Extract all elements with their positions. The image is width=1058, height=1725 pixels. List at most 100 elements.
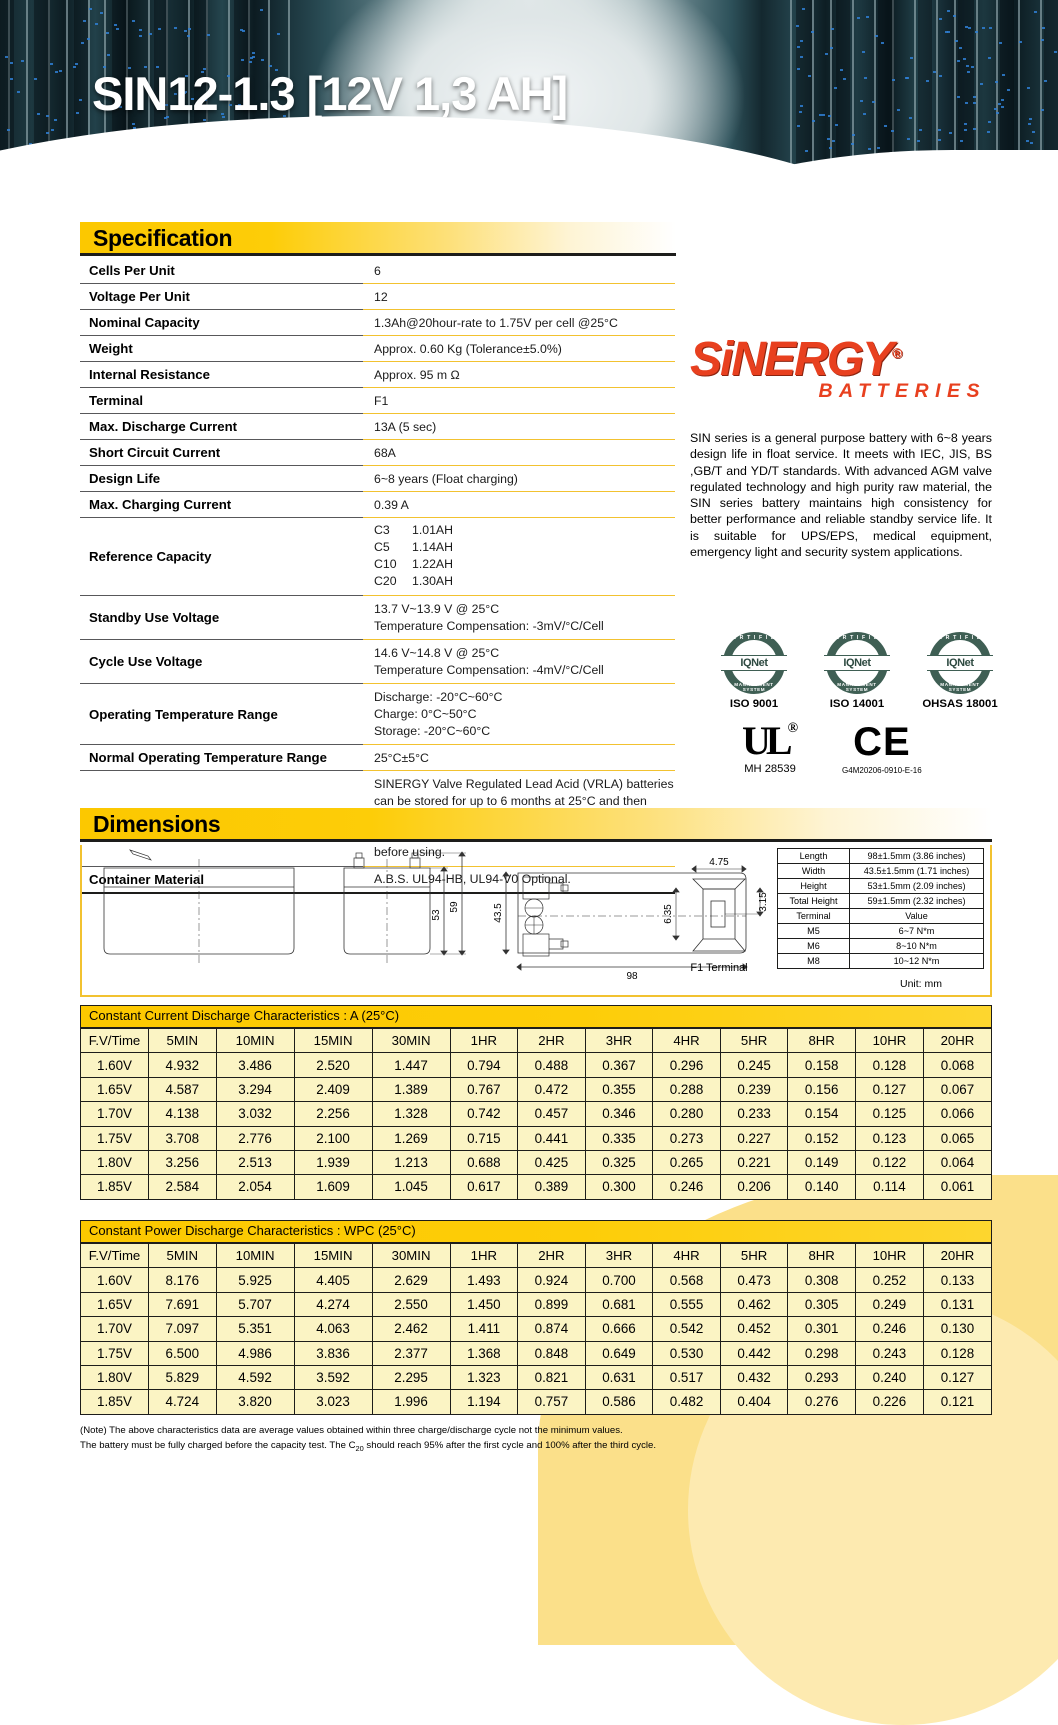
data-cell: 0.530 — [652, 1340, 721, 1366]
data-cell: 1.493 — [449, 1267, 519, 1293]
torque-header-label: Terminal — [777, 908, 850, 924]
brand-logo: SiNERGY® BATTERIES — [690, 336, 990, 403]
table-row: 1.85V 2.584 2.054 1.609 1.045 0.617 0.389 0.300… — [80, 1174, 993, 1200]
data-cell: 0.305 — [787, 1291, 856, 1318]
row-header-voltage: 1.70V — [80, 1101, 149, 1127]
spec-value: 68A — [363, 439, 675, 466]
optemp-line3: Storage: -20°C~60°C — [374, 723, 491, 738]
data-cell: 0.821 — [517, 1364, 586, 1391]
spec-value: 0.39 A — [363, 491, 675, 518]
data-cell: 2.584 — [148, 1174, 217, 1200]
data-cell: 0.239 — [719, 1076, 789, 1103]
data-cell: 1.269 — [371, 1125, 451, 1151]
torque-label: M6 — [777, 938, 850, 954]
current-discharge-title: Constant Current Discharge Characteristi… — [89, 1008, 400, 1023]
data-cell: 0.757 — [517, 1389, 586, 1415]
table-row: M8 10~12 N*m — [777, 953, 984, 969]
data-cell: 2.295 — [371, 1364, 451, 1391]
spec-label: Max. Charging Current — [80, 491, 363, 518]
data-cell: 3.256 — [148, 1149, 217, 1176]
iqnet-icon: C E R T I F I E D IQNet MANAGEMENT SYSTE… — [927, 632, 993, 694]
data-cell: 0.067 — [922, 1076, 993, 1103]
spec-value: 6 — [363, 258, 675, 284]
table-row: Width 43.5±1.5mm (1.71 inches) — [777, 863, 984, 879]
data-cell: 0.617 — [449, 1174, 519, 1200]
data-cell: 0.245 — [719, 1052, 789, 1078]
column-header: 2HR — [517, 1242, 586, 1269]
data-cell: 0.123 — [854, 1125, 924, 1151]
spec-value: 13.7 V~13.9 V @ 25°C Temperature Compens… — [363, 595, 675, 641]
data-cell: 0.133 — [922, 1267, 993, 1293]
data-cell: 0.206 — [719, 1174, 789, 1200]
iqnet-top-text: C E R T I F I E D — [931, 635, 989, 641]
row-header-voltage: 1.70V — [80, 1316, 149, 1342]
data-cell: 0.246 — [652, 1174, 721, 1200]
data-cell: 4.986 — [215, 1340, 295, 1366]
dim-height-label: 53 — [431, 909, 442, 921]
column-header: F.V/Time — [80, 1242, 149, 1269]
data-cell: 2.550 — [371, 1291, 451, 1318]
ce-icon: CE — [853, 720, 911, 764]
table-row: Design Life 6~8 years (Float charging) — [80, 465, 675, 492]
data-cell: 2.256 — [293, 1101, 373, 1127]
column-header: 5MIN — [148, 1027, 217, 1054]
dim-t315-label: 3.15 — [758, 892, 769, 912]
dim-total-height-label: 59 — [449, 901, 460, 913]
certification-badge: C E R T I F I E D IQNet MANAGEMENT SYSTE… — [918, 632, 1002, 710]
registered-trademark-icon: ® — [892, 345, 903, 361]
data-cell: 1.609 — [293, 1174, 373, 1200]
data-cell: 0.924 — [517, 1267, 586, 1293]
table-row: M6 8~10 N*m — [777, 938, 984, 954]
dim-value: 43.5±1.5mm (1.71 inches) — [849, 863, 984, 879]
row-header-voltage: 1.75V — [80, 1125, 149, 1151]
spec-label: Reference Capacity — [80, 517, 363, 596]
certification-badge: C E R T I F I E D IQNet MANAGEMENT SYSTE… — [712, 632, 796, 710]
data-cell: 0.700 — [584, 1267, 654, 1293]
ul-icon: UL® — [742, 718, 799, 763]
data-cell: 0.121 — [922, 1389, 993, 1415]
data-cell: 0.389 — [517, 1174, 586, 1200]
table-row: 1.70V 4.138 3.032 2.256 1.328 0.742 0.457 0.346… — [80, 1101, 993, 1127]
data-cell: 0.666 — [584, 1316, 654, 1342]
data-cell: 1.939 — [293, 1149, 373, 1176]
data-cell: 0.061 — [922, 1174, 993, 1200]
spec-label: Operating Temperature Range — [80, 683, 363, 746]
data-cell: 1.213 — [371, 1149, 451, 1176]
data-cell: 0.158 — [787, 1052, 856, 1078]
torque-value: 10~12 N*m — [849, 953, 984, 969]
column-header: 1HR — [449, 1242, 519, 1269]
data-cell: 0.154 — [787, 1101, 856, 1127]
data-cell: 2.100 — [293, 1125, 373, 1151]
table-row-container-material: Container Material A.B.S. UL94-HB, UL94-… — [80, 866, 675, 894]
table-row-normal-temperature: Normal Operating Temperature Range 25°C±… — [80, 744, 675, 772]
data-cell: 4.405 — [293, 1267, 373, 1293]
data-cell: 0.065 — [922, 1125, 993, 1151]
table-row: 1.65V 4.587 3.294 2.409 1.389 0.767 0.472 0.355… — [80, 1076, 993, 1103]
data-cell: 4.724 — [148, 1389, 217, 1415]
data-cell: 0.288 — [652, 1076, 721, 1103]
column-header: 10HR — [854, 1027, 924, 1054]
table-row: Terminal F1 — [80, 387, 675, 414]
certifications: C E R T I F I E D IQNet MANAGEMENT SYSTE… — [712, 632, 1002, 775]
data-cell: 0.122 — [854, 1149, 924, 1176]
spec-label: Max. Discharge Current — [80, 413, 363, 440]
data-cell: 0.681 — [584, 1291, 654, 1318]
table-row-cycle-voltage: Cycle Use Voltage 14.6 V~14.8 V @ 25°C T… — [80, 639, 675, 685]
optemp-line1: Discharge: -20°C~60°C — [374, 690, 503, 705]
dimensions-drawing-area: 53 59 43.5 98 4.75 6.35 3.15 0.8 F1 Term… — [80, 845, 992, 997]
column-header: 8HR — [787, 1027, 856, 1054]
data-cell: 1.450 — [449, 1291, 519, 1318]
power-discharge-title: Constant Power Discharge Characteristics… — [89, 1223, 416, 1238]
brand-name: SiNERGY® — [690, 336, 990, 384]
data-cell: 0.114 — [854, 1174, 924, 1200]
iqnet-center-text: IQNet — [843, 657, 871, 669]
column-header: 30MIN — [371, 1027, 451, 1054]
spec-label: Container Material — [80, 866, 363, 894]
data-cell: 3.032 — [215, 1101, 295, 1127]
standby-line2: Temperature Compensation: -3mV/°C/Cell — [374, 618, 604, 633]
data-cell: 0.243 — [854, 1340, 924, 1366]
data-cell: 0.273 — [652, 1125, 721, 1151]
brand-subtitle: BATTERIES — [818, 380, 986, 402]
data-cell: 0.688 — [449, 1149, 519, 1176]
dim-value: 53±1.5mm (2.09 inches) — [849, 878, 984, 894]
